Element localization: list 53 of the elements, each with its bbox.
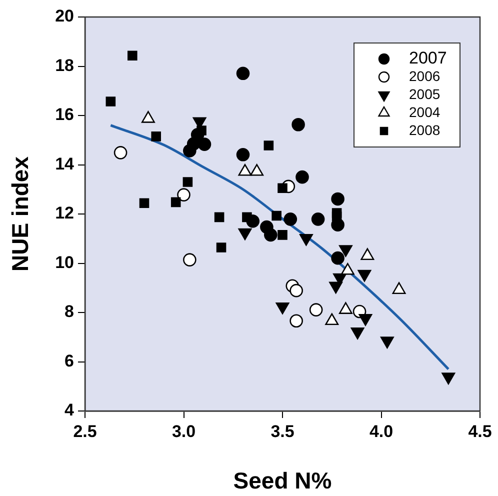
point [236,148,250,162]
point [198,138,212,151]
point [182,177,193,187]
point [170,197,181,208]
point [332,212,342,222]
y-tick-label: 16 [55,105,74,124]
legend-label: 2008 [409,122,440,138]
point [139,198,150,208]
y-tick-label: 6 [64,351,74,370]
legend-label: 2006 [409,68,440,84]
point [278,230,288,240]
point [292,118,305,132]
point [311,212,325,226]
x-tick-label: 2.5 [73,422,97,441]
point [284,212,298,226]
point [290,284,303,298]
point [216,242,226,252]
point [128,50,138,61]
y-tick-label: 20 [55,6,74,26]
point [290,314,303,328]
point [106,96,116,106]
y-tick-label: 10 [55,252,74,272]
point [236,66,250,80]
point [278,183,288,194]
legend-label: 2005 [409,86,440,102]
point [331,192,344,206]
point [114,146,128,160]
x-tick-label: 3.0 [172,422,196,441]
point [151,132,161,142]
point [296,170,309,184]
y-axis-title: NUE index [7,156,34,272]
point [264,140,274,150]
x-tick-label: 4.0 [369,422,394,441]
y-tick-label: 8 [64,302,74,322]
point [331,251,344,265]
point [183,144,196,158]
x-tick-label: 3.5 [270,422,294,441]
legend-label: 2007 [409,48,447,68]
point [183,253,196,266]
x-axis-title: Seed N% [233,468,332,494]
point [177,188,190,202]
point [264,228,278,242]
y-tick-label: 18 [55,56,74,75]
point [214,212,224,222]
y-tick-label: 14 [55,154,75,174]
point [272,210,282,221]
x-tick-label: 4.5 [468,422,492,441]
point [242,212,252,222]
point [309,303,323,316]
y-tick-label: 12 [55,204,74,223]
y-tick-label: 4 [64,400,75,420]
legend-label: 2004 [409,104,440,120]
line-series [109,124,450,370]
